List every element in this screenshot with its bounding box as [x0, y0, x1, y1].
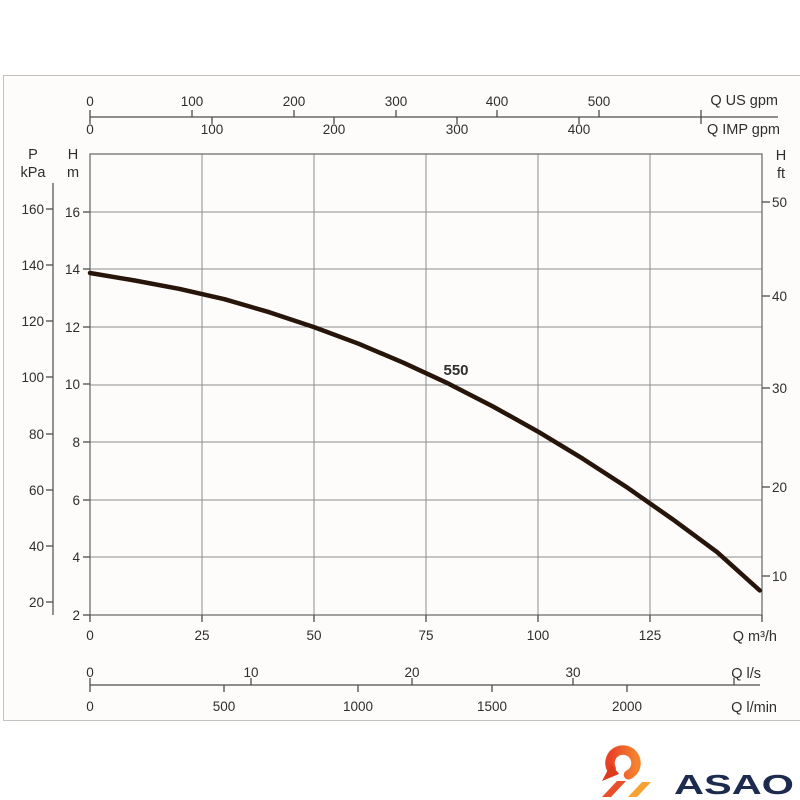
chart-panel [3, 75, 800, 721]
h-m-tick-label: 2 [72, 608, 80, 623]
logo-wordmark: ASAO [674, 769, 794, 800]
logo-beak [602, 764, 619, 781]
q-m3h-tick-label: 125 [639, 628, 662, 643]
q-us-gpm-tick-label: 200 [283, 94, 306, 109]
q-imp-gpm-tick-label: 400 [568, 122, 591, 137]
h-ft-tick-label: 50 [772, 195, 787, 210]
q-l-s-tick-label: 0 [86, 665, 94, 680]
h-m-unit-label: m [67, 165, 79, 181]
q-l-min-tick-label: 1500 [477, 699, 507, 714]
h-ft-unit-label: H [776, 148, 786, 164]
q-imp-gpm-tick-label: 0 [86, 122, 94, 137]
q-us-gpm-tick-label: 0 [86, 94, 94, 109]
h-ft-tick-label: 20 [772, 480, 787, 495]
q-m3h-unit-label: Q m³/h [733, 629, 777, 645]
p-kpa-unit-label: kPa [21, 165, 47, 181]
logo-stripe-orange [628, 782, 651, 797]
logo-stripe-red [602, 781, 626, 797]
q-us-gpm-tick-label: 300 [385, 94, 408, 109]
curve-label: 550 [443, 362, 468, 379]
q-l-s-tick-label: 20 [404, 665, 419, 680]
h-ft-unit-label: ft [777, 166, 785, 182]
q-l-s-unit-label: Q l/s [731, 666, 761, 682]
h-ft-tick-label: 40 [772, 289, 787, 304]
p-kpa-tick-label: 100 [21, 370, 44, 385]
q-l-s-tick-label: 10 [243, 665, 258, 680]
q-l-min-tick-label: 500 [213, 699, 236, 714]
q-m3h-tick-label: 25 [194, 628, 209, 643]
p-kpa-unit-label: P [28, 147, 38, 163]
pump-curve-550 [87, 270, 763, 593]
asao-logo: ASAO [602, 745, 794, 800]
q-l-min-tick-label: 0 [86, 699, 94, 714]
q-us-gpm-tick-label: 100 [181, 94, 204, 109]
q-us-gpm-unit-label: Q US gpm [710, 93, 778, 109]
p-kpa-tick-label: 140 [21, 258, 44, 273]
logo-swan-hook [605, 745, 641, 780]
q-m3h-tick-label: 50 [306, 628, 321, 643]
q-l-min-tick-label: 2000 [612, 699, 642, 714]
p-kpa-tick-label: 120 [21, 314, 44, 329]
q-us-gpm-tick-label: 500 [588, 94, 611, 109]
q-m3h-tick-label: 0 [86, 628, 94, 643]
q-imp-gpm-unit-label: Q IMP gpm [707, 122, 780, 138]
q-m3h-tick-label: 100 [527, 628, 550, 643]
q-l-min-tick-label: 1000 [343, 699, 373, 714]
p-kpa-tick-label: 80 [29, 427, 44, 442]
q-l-min-unit-label: Q l/min [731, 700, 777, 716]
p-kpa-tick-label: 60 [29, 483, 44, 498]
h-m-tick-label: 6 [72, 493, 80, 508]
h-m-tick-label: 4 [72, 550, 80, 565]
q-imp-gpm-tick-label: 300 [446, 122, 469, 137]
q-imp-gpm-tick-label: 200 [323, 122, 346, 137]
q-m3h-tick-label: 75 [418, 628, 433, 643]
p-kpa-tick-label: 160 [21, 202, 44, 217]
q-imp-gpm-tick-label: 100 [201, 122, 224, 137]
h-m-tick-label: 14 [65, 262, 81, 277]
h-ft-tick-label: 30 [772, 381, 787, 396]
h-m-tick-label: 12 [65, 320, 80, 335]
h-m-tick-label: 10 [65, 377, 80, 392]
p-kpa-tick-label: 40 [29, 539, 44, 554]
h-m-tick-label: 8 [72, 435, 80, 450]
h-ft-tick-label: 10 [772, 569, 787, 584]
p-kpa-tick-label: 20 [29, 595, 44, 610]
h-m-tick-label: 16 [65, 205, 80, 220]
q-us-gpm-tick-label: 400 [486, 94, 509, 109]
q-l-s-tick-label: 30 [565, 665, 580, 680]
h-m-unit-label: H [68, 147, 78, 163]
